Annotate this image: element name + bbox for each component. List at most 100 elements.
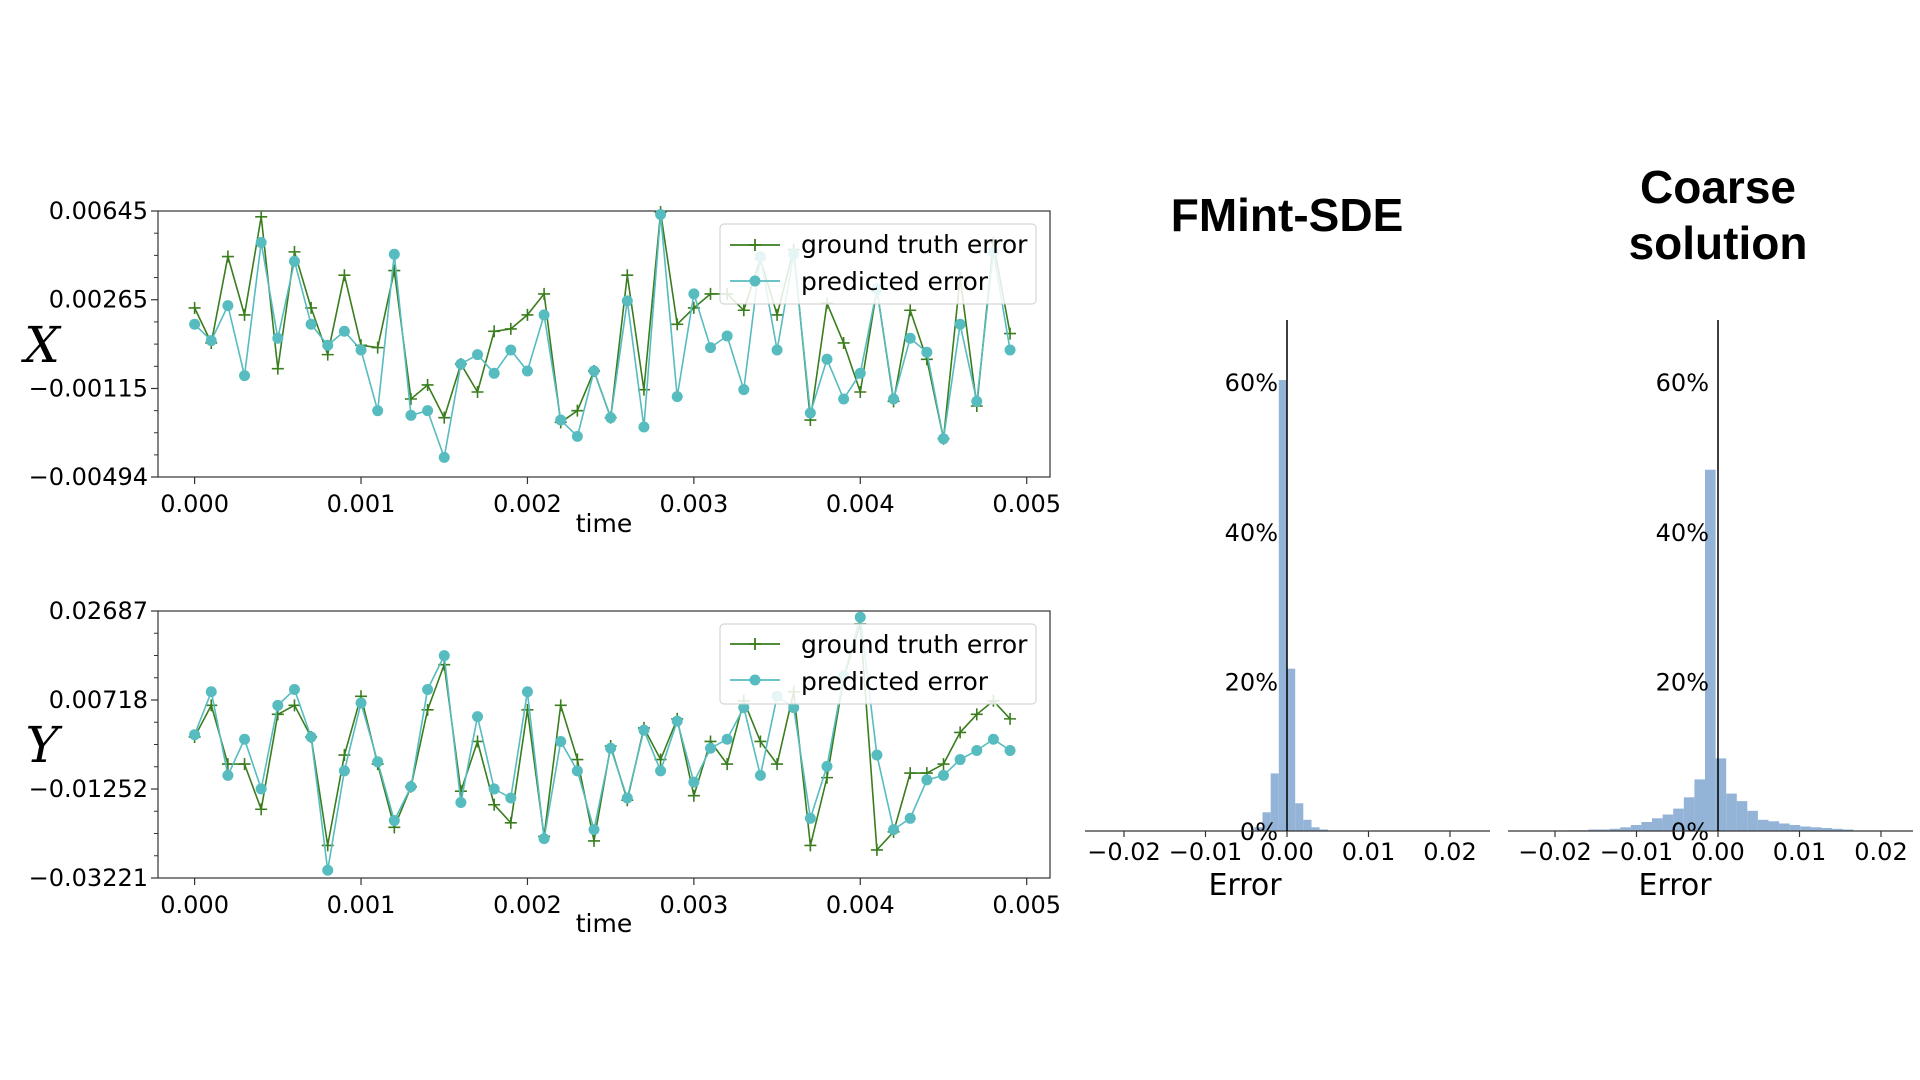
x-ground-truth-point (737, 304, 750, 317)
y-ground-truth-point (504, 816, 517, 829)
fmint-ytick-label: 40% (1225, 519, 1278, 547)
y-predicted-point (438, 650, 450, 662)
y-panel-xlabel: time (576, 909, 632, 938)
coarse-x-ticks: −0.02 −0.01 0.00 0.01 0.02 (1518, 831, 1908, 866)
x-ground-truth-point (271, 362, 284, 375)
x-xtick-label: 0.001 (327, 490, 396, 518)
coarse-ytick-label: 40% (1656, 519, 1709, 547)
x-predicted-point (705, 342, 717, 354)
coarse-bin-bar (1757, 819, 1769, 831)
x-ground-truth-point (238, 308, 251, 321)
x-predicted-point (505, 344, 517, 356)
y-predicted-point (688, 776, 700, 788)
y-predicted-point (987, 733, 999, 745)
x-predicted-point (954, 318, 966, 330)
y-predicted-point (422, 684, 434, 696)
fmint-ytick-label: 20% (1225, 668, 1278, 696)
y-predicted-point (821, 760, 833, 772)
x-predicted-point (655, 209, 667, 221)
y-predicted-point (288, 684, 300, 696)
x-predicted-point (521, 365, 533, 377)
x-ground-truth-point (471, 385, 484, 398)
x-predicted-point (189, 318, 201, 330)
y-xtick-label: 0.003 (660, 891, 729, 919)
y-predicted-point (205, 686, 217, 698)
fmint-bin-bar (1287, 668, 1296, 831)
coarse-bin-bar (1694, 779, 1705, 831)
coarse-bin-bar (1683, 797, 1695, 831)
y-ground-truth-point (571, 753, 584, 766)
coarse-xtick-label: 0.01 (1773, 838, 1826, 866)
x-predicted-point (821, 353, 833, 365)
coarse-bin-bar (1768, 821, 1780, 831)
y-predicted-point (505, 792, 517, 804)
x-ytick-label: 0.00265 (49, 286, 148, 314)
fmint-bin-bar (1295, 803, 1304, 831)
x-xtick-label: 0.004 (826, 490, 895, 518)
x-legend-pred-label: predicted error (801, 267, 989, 296)
y-xtick-label: 0.005 (992, 891, 1061, 919)
y-ytick-label: −0.03221 (29, 864, 148, 892)
x-panel-y-ticks: 0.00645 0.00265 −0.00115 −0.00494 (29, 197, 158, 491)
x-predicted-point (322, 339, 334, 351)
coarse-ytick-label: 20% (1656, 668, 1709, 696)
coarse-histogram-panel: Coarse solution −0.02 −0.01 0.00 0.01 0.02 0… (1508, 161, 1913, 903)
y-ground-truth-point (754, 735, 767, 748)
x-ground-truth-point (704, 287, 717, 300)
y-predicted-point (472, 711, 484, 723)
x-predicted-point (904, 332, 916, 344)
coarse-bin-bar (1736, 801, 1748, 831)
x-ground-truth-point (637, 383, 650, 396)
x-predicted-point (538, 309, 550, 321)
y-ground-truth-point (454, 785, 467, 798)
coarse-xtick-label: 0.00 (1691, 838, 1744, 866)
x-predicted-point (571, 430, 583, 442)
x-predicted-point (605, 412, 617, 424)
x-predicted-point (388, 248, 400, 260)
fmint-xtick-label: 0.01 (1342, 838, 1395, 866)
x-predicted-point (405, 409, 417, 421)
y-ground-truth-point (721, 758, 734, 771)
y-predicted-point (721, 733, 733, 745)
coarse-title-line-2: solution (1629, 217, 1808, 269)
y-ground-truth-point (238, 758, 251, 771)
x-predicted-point (355, 344, 367, 356)
x-ground-truth-point (854, 385, 867, 398)
x-legend-box (719, 223, 1037, 305)
y-ground-truth-point (588, 834, 601, 847)
fmint-bin-bar (1319, 829, 1328, 831)
y-predicted-point (705, 742, 717, 754)
y-ground-truth-point (771, 758, 784, 771)
coarse-bin-bar (1832, 828, 1843, 831)
y-predicted-point (605, 742, 617, 754)
fmint-x-ticks: −0.02 −0.01 0.00 0.01 0.02 (1087, 831, 1477, 866)
y-predicted-point (971, 745, 983, 757)
y-predicted-point (189, 729, 201, 741)
coarse-bin-bar (1641, 822, 1652, 831)
coarse-y-ticks: 0% 20% 40% 60% (1656, 369, 1709, 846)
y-error-panel: 0.000 0.001 0.002 0.003 0.004 0.005 0.026870.… (25, 597, 1061, 938)
fmint-xtick-label: −0.01 (1169, 838, 1243, 866)
x-ground-truth-point (255, 210, 268, 223)
x-predicted-point (1004, 344, 1016, 356)
fmint-bin-bar (1278, 380, 1287, 831)
y-xtick-label: 0.002 (493, 891, 562, 919)
x-ground-truth-point (521, 308, 534, 321)
y-ground-truth-point (205, 699, 218, 712)
y-ground-truth-point (221, 758, 234, 771)
x-predicted-point (854, 367, 866, 379)
x-predicted-point (255, 237, 267, 249)
fmint-xtick-label: −0.02 (1087, 838, 1161, 866)
y-predicted-point (888, 824, 900, 836)
x-predicted-point (971, 395, 983, 407)
x-predicted-point (804, 407, 816, 419)
fmint-histogram-panel: FMint-SDE −0.02 −0.01 0.00 0.01 0.02 0% 20% 40… (1085, 189, 1490, 903)
coarse-title-line-1: Coarse (1640, 161, 1796, 213)
x-predicted-point (838, 393, 850, 405)
x-panel-xlabel: time (576, 509, 632, 538)
x-predicted-point (638, 421, 650, 433)
x-ytick-label: 0.00645 (49, 197, 148, 225)
x-predicted-point (438, 451, 450, 463)
x-xtick-label: 0.005 (992, 490, 1061, 518)
coarse-bin-bar (1630, 825, 1642, 831)
